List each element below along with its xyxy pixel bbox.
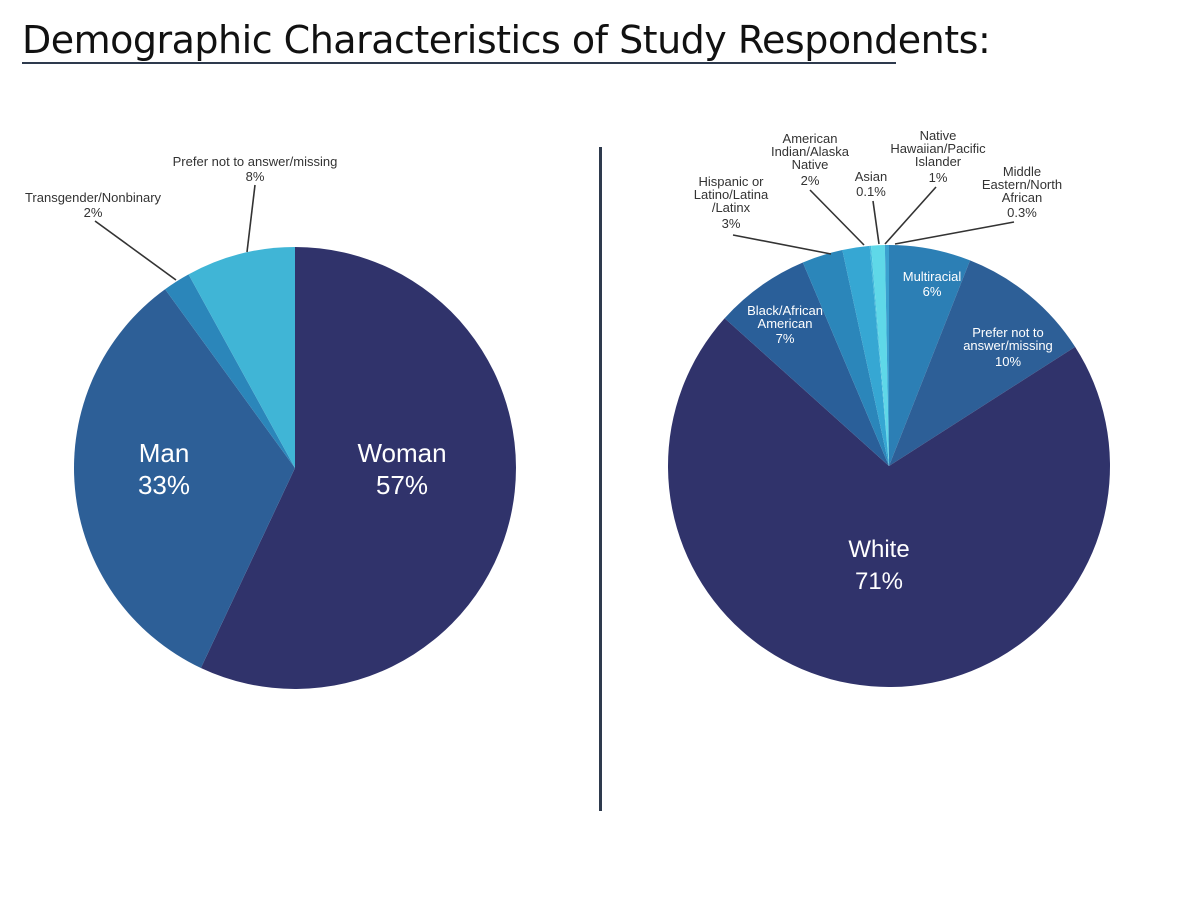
page-title: Demographic Characteristics of Study Res… (22, 18, 991, 62)
leader-line-hispanic-or-latino-latina-latinx (732, 234, 832, 255)
slice-value-label-woman: 57% (376, 470, 428, 500)
slice-name-label-black-african-american: American (758, 316, 813, 331)
pie-slice-black-african-american (724, 262, 889, 466)
slice-value-label-native-hawaiian-pacific-islander: 1% (929, 170, 948, 185)
pie-slice-transgender-nonbinary (165, 274, 295, 468)
pie-slice-asian (869, 245, 889, 466)
slice-name-label-asian: Asian (855, 169, 888, 184)
slice-name-label-hispanic-or-latino-latina-latinx: Hispanic or (698, 174, 764, 189)
pie-slice-white (667, 318, 1110, 688)
slice-name-label-hispanic-or-latino-latina-latinx: /Latinx (712, 200, 751, 215)
pie-slice-american-indian-alaska-native (842, 245, 889, 466)
leader-line-american-indian-alaska-native (809, 189, 865, 246)
slice-value-label-prefer-not-to-answer-missing: 8% (246, 169, 265, 184)
slice-name-label-american-indian-alaska-native: Indian/Alaska (771, 144, 850, 159)
pie-slice-prefer-not-to-answer-missing (889, 260, 1076, 466)
slice-name-label-american-indian-alaska-native: American (783, 131, 838, 146)
pie-slice-native-hawaiian-pacific-islander (871, 245, 889, 466)
slice-name-label-middle-eastern-north-african: Eastern/North (982, 177, 1062, 192)
pie-slice-multiracial (889, 245, 971, 466)
slice-name-label-multiracial: Multiracial (903, 269, 962, 284)
slice-value-label-middle-eastern-north-african: 0.3% (1007, 205, 1037, 220)
slice-value-label-prefer-not-to-answer-missing: 10% (995, 354, 1021, 369)
slice-name-label-middle-eastern-north-african: African (1002, 190, 1042, 205)
slice-name-label-native-hawaiian-pacific-islander: Native (920, 128, 957, 143)
slice-name-label-transgender-nonbinary: Transgender/Nonbinary (25, 190, 162, 205)
slice-name-label-black-african-american: Black/African (747, 303, 823, 318)
leader-line-asian (872, 200, 880, 245)
pie-slice-prefer-not-to-answer-missing (188, 247, 295, 468)
slice-value-label-asian: 0.1% (856, 184, 886, 199)
slice-name-label-native-hawaiian-pacific-islander: Islander (915, 154, 962, 169)
leader-line-native-hawaiian-pacific-islander (884, 186, 937, 245)
slice-value-label-white: 71% (855, 568, 903, 595)
slice-value-label-transgender-nonbinary: 2% (84, 205, 103, 220)
slice-name-label-woman: Woman (357, 438, 446, 468)
leader-line-prefer-not-to-answer-missing (246, 184, 256, 253)
slice-value-label-american-indian-alaska-native: 2% (801, 173, 820, 188)
pie-slice-middle-eastern-north-african (884, 245, 889, 466)
pie-slice-woman (200, 247, 516, 689)
slice-name-label-american-indian-alaska-native: Native (792, 157, 829, 172)
slice-value-label-hispanic-or-latino-latina-latinx: 3% (722, 216, 741, 231)
slice-name-label-native-hawaiian-pacific-islander: Hawaiian/Pacific (890, 141, 986, 156)
title-underline (22, 62, 896, 64)
pie-slice-hispanic-or-latino-latina-latinx (802, 249, 889, 466)
slice-name-label-man: Man (139, 438, 190, 468)
pie-slice-man (73, 289, 296, 668)
slice-value-label-man: 33% (138, 470, 190, 500)
slice-name-label-middle-eastern-north-african: Middle (1003, 164, 1041, 179)
slice-name-label-prefer-not-to-answer-missing: Prefer not to answer/missing (173, 154, 338, 169)
slice-value-label-black-african-american: 7% (776, 331, 795, 346)
pie-chart-2: White71%Black/AfricanAmerican7%Hispanic … (667, 128, 1110, 688)
slice-value-label-multiracial: 6% (923, 284, 942, 299)
slice-name-label-white: White (848, 536, 909, 563)
chart-divider (599, 147, 602, 811)
slice-name-label-prefer-not-to-answer-missing: answer/missing (963, 338, 1053, 353)
slice-name-label-hispanic-or-latino-latina-latinx: Latino/Latina (694, 187, 769, 202)
leader-line-transgender-nonbinary (94, 220, 177, 281)
slice-name-label-prefer-not-to-answer-missing: Prefer not to (972, 325, 1044, 340)
leader-line-middle-eastern-north-african (894, 221, 1015, 245)
